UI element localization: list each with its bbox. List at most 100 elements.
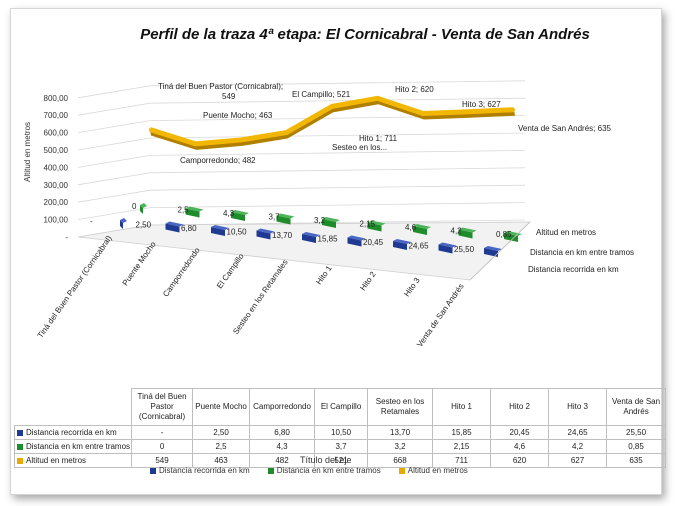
table-cell: 521 — [314, 453, 369, 468]
tramos-bar-top — [504, 231, 522, 236]
distancia-data-label: 2,50 — [136, 221, 152, 230]
gridline — [149, 97, 526, 104]
altitude-data-label: Hito 3; 627 — [462, 100, 501, 109]
gridline — [149, 184, 526, 191]
altitude-point — [467, 110, 470, 113]
x-tick-label: El Campillo — [215, 252, 246, 291]
tramos-data-label: 0,85 — [496, 230, 512, 239]
table-row: Distancia en km entre tramos 0 2,5 4,3 3,7 3,… — [13, 439, 667, 454]
table-column-header: El Campillo — [314, 388, 369, 426]
gridline-diag — [77, 120, 151, 133]
legend: Distancia recorrida en km Distancia en km… — [150, 466, 550, 475]
table-column-header: Hito 3 — [548, 388, 608, 426]
y-tick-label: 500,00 — [44, 146, 69, 155]
data-table-header-row: Tiná del Buen Pastor (Cornicabral) Puente… — [15, 388, 667, 426]
altitude-point — [239, 138, 243, 142]
altitude-data-label: Tiná del Buen Pastor (Cornicabral); — [158, 82, 283, 91]
table-column-header: Hito 2 — [490, 388, 550, 426]
legend-key — [398, 467, 405, 474]
table-cell: 3,2 — [367, 439, 434, 454]
altitude-point — [421, 112, 425, 115]
distancia-data-label: 10,50 — [227, 228, 248, 237]
gridline — [149, 80, 526, 87]
distancia-bar-top — [302, 232, 320, 237]
tramos-data-label: 3,7 — [269, 213, 281, 222]
series-name: Distancia en km entre tramos — [26, 442, 131, 451]
altitude-point — [512, 108, 516, 111]
altitude-data-label: Camporredondo; 482 — [180, 156, 256, 165]
table-cell: 4,6 — [490, 439, 550, 454]
altitude-data-label: Hito 1; 711 — [359, 134, 398, 143]
distancia-bar-top — [165, 221, 184, 227]
x-tick-label: Hito 3 — [402, 276, 422, 299]
altitude-data-label: El Campillo; 521 — [292, 90, 351, 99]
gridline-diag — [77, 85, 151, 99]
altitude-data-label: Sesteo en los... — [332, 143, 387, 152]
y-axis-title: Altitud en metros — [23, 122, 32, 182]
tramos-bar-top — [322, 217, 340, 222]
altitude-point — [330, 105, 334, 108]
legend-item: Distancia en km entre tramos — [267, 466, 381, 475]
table-cell: 0 — [131, 439, 194, 454]
tramos-data-label: 4,3 — [223, 209, 235, 218]
x-tick-label: Camporredondo — [161, 246, 202, 299]
table-row: Altitud en metros 549 463 482 521 668 711 620 62… — [13, 453, 667, 468]
x-tick-label: Hito 1 — [314, 264, 334, 287]
y-tick-label: 400,00 — [44, 163, 69, 172]
y-tick-label: 300,00 — [44, 181, 69, 190]
table-column-header: Venta de San Andrés — [606, 388, 667, 426]
data-table-body: Distancia recorrida en km -2,50 6,80 10,50 1… — [13, 425, 667, 468]
y-tick-label: 800,00 — [44, 94, 69, 103]
table-column-header: Puente Mocho — [192, 388, 251, 426]
table-cell: 0,85 — [606, 439, 667, 454]
tramos-data-label: 0 — [132, 202, 137, 211]
table-cell: 15,85 — [432, 425, 492, 440]
legend-key — [150, 467, 156, 474]
altitude-data-label: Venta de San Andrés; 635 — [518, 124, 612, 133]
table-corner — [15, 389, 132, 426]
x-tick-label: Venta de San Andrés — [415, 282, 465, 349]
y-tick-label: - — [65, 233, 68, 242]
legend-item: Altitud en metros — [398, 466, 468, 475]
distancia-bar-top — [347, 235, 366, 241]
table-cell: 4,3 — [249, 439, 316, 454]
gridline-diag — [77, 102, 151, 116]
distancia-data-label: - — [90, 217, 93, 226]
table-row-label: Altitud en metros — [13, 453, 133, 468]
legend-label: Distancia en km entre tramos — [276, 466, 381, 475]
distancia-bar-top — [438, 242, 457, 248]
table-cell: 13,70 — [367, 425, 434, 440]
tramos-bar-top — [367, 220, 386, 226]
distancia-bar-top — [120, 218, 127, 223]
altitude-data-label: Puente Mocho; 463 — [203, 111, 273, 120]
tramos-data-label: 4,2 — [451, 227, 463, 236]
table-column-header: Tiná del Buen Pastor (Cornicabral) — [131, 388, 194, 426]
legend-key — [17, 443, 23, 450]
legend-key — [267, 467, 274, 474]
x-tick-label: Sesteo en los Retamales — [231, 258, 289, 336]
altitude-point — [148, 128, 152, 131]
depth-axis-label: Distancia recorrida en km — [528, 265, 619, 274]
y-tick-label: 100,00 — [44, 216, 69, 225]
table-cell: 2,50 — [192, 425, 251, 440]
legend-key — [17, 457, 23, 464]
distancia-data-label: 20,45 — [363, 238, 384, 247]
chart-title: Perfil de la traza 4ª etapa: El Cornicab… — [140, 26, 590, 43]
legend-label: Distancia recorrida en km — [159, 466, 250, 475]
table-cell: 627 — [548, 453, 608, 468]
y-tick-label: 600,00 — [44, 129, 69, 138]
legend-label: Altitud en metros — [407, 466, 468, 475]
series-name: Distancia recorrida en km — [26, 428, 117, 437]
table-cell: 25,50 — [606, 425, 667, 440]
altitude-point — [285, 131, 288, 134]
distancia-data-label: 15,85 — [318, 235, 339, 244]
table-cell: 10,50 — [314, 425, 369, 440]
table-cell: 20,45 — [490, 425, 550, 440]
distancia-bar-top — [211, 225, 229, 230]
table-cell: 711 — [432, 453, 492, 468]
table-cell: 4,2 — [548, 439, 608, 454]
distancia-bar-top — [256, 228, 275, 234]
table-row-label: Distancia recorrida en km — [13, 425, 133, 440]
table-cell: 3,7 — [314, 439, 369, 454]
